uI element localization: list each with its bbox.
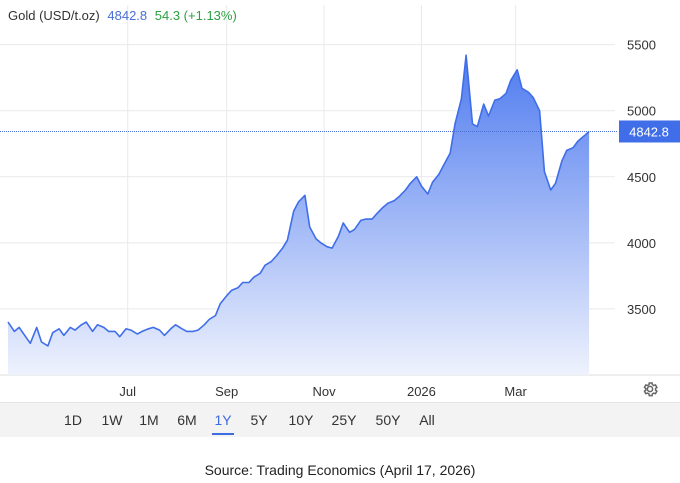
range-button-5y[interactable]: 5Y — [250, 412, 268, 428]
last-price-badge — [619, 120, 680, 143]
ytick-label-3500: 3500 — [627, 302, 656, 317]
range-button-1y[interactable]: 1Y — [212, 403, 234, 435]
chart-area: 4842.8 3500 4000 4500 5000 5500 Jul Sep Nov 202… — [0, 5, 680, 399]
ytick-label-5000: 5000 — [627, 104, 656, 119]
xtick-label-jul: Jul — [119, 384, 136, 399]
ytick-label-5500: 5500 — [627, 38, 656, 53]
legend-price: 4842.8 — [107, 8, 148, 23]
price-chart: 4842.8 3500 4000 4500 5000 5500 Jul Sep Nov 202… — [0, 5, 680, 399]
series-area-fill — [8, 55, 590, 375]
range-selector: 1D 1W 1M 6M 1Y 5Y 10Y 25Y 50Y All — [0, 402, 680, 437]
chart-legend: Gold (USD/t.oz) 4842.8 54.3 (+1.13%) — [8, 8, 237, 23]
range-button-25y[interactable]: 25Y — [331, 412, 357, 428]
range-button-1d[interactable]: 1D — [64, 412, 82, 428]
xtick-label-nov: Nov — [313, 384, 337, 399]
gear-icon[interactable] — [641, 380, 659, 398]
legend-change: 54.3 (+1.13%) — [154, 8, 237, 23]
range-button-10y[interactable]: 10Y — [288, 412, 314, 428]
xtick-label-2026: 2026 — [407, 384, 436, 399]
ytick-label-4500: 4500 — [627, 170, 656, 185]
range-button-1w[interactable]: 1W — [101, 412, 123, 428]
last-price-label: 4842.8 — [629, 124, 669, 139]
range-button-50y[interactable]: 50Y — [375, 412, 401, 428]
range-button-all[interactable]: All — [419, 412, 435, 428]
series-line — [7, 54, 590, 347]
legend-series-name: Gold (USD/t.oz) — [8, 8, 100, 23]
xtick-label-sep: Sep — [215, 384, 238, 399]
range-button-1m[interactable]: 1M — [139, 412, 159, 428]
ytick-label-4000: 4000 — [627, 236, 656, 251]
range-button-6m[interactable]: 6M — [177, 412, 197, 428]
source-caption: Source: Trading Economics (April 17, 202… — [204, 462, 476, 478]
xtick-label-mar: Mar — [504, 384, 527, 399]
